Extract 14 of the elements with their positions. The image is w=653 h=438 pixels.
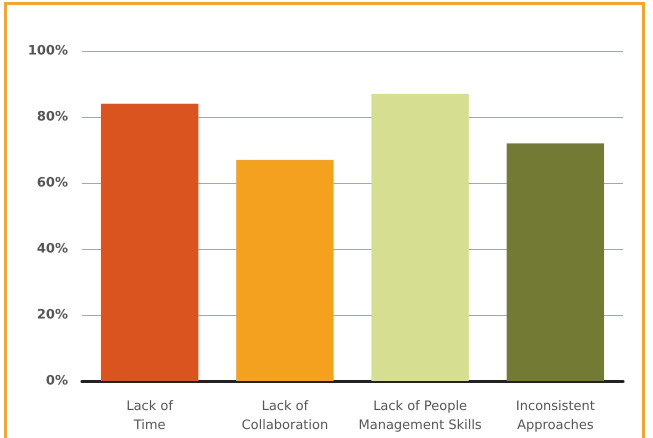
y-tick-label: 60% <box>36 176 68 190</box>
bar <box>236 160 334 381</box>
y-tick-label: 0% <box>46 374 68 388</box>
y-tick-label: 80% <box>36 110 68 124</box>
x-tick-label: Lack of People Management Skills <box>358 399 482 433</box>
y-tick-label: 40% <box>36 242 68 256</box>
bar <box>100 104 198 381</box>
y-tick-label: 20% <box>36 308 68 322</box>
y-tick-label: 100% <box>28 44 68 58</box>
x-tick-label: Lack of Collaboration <box>242 399 328 433</box>
x-tick-label: Lack of Time <box>126 399 174 433</box>
x-tick-label: Inconsistent Approaches <box>516 399 595 433</box>
bar <box>371 94 469 381</box>
bar <box>506 143 604 381</box>
